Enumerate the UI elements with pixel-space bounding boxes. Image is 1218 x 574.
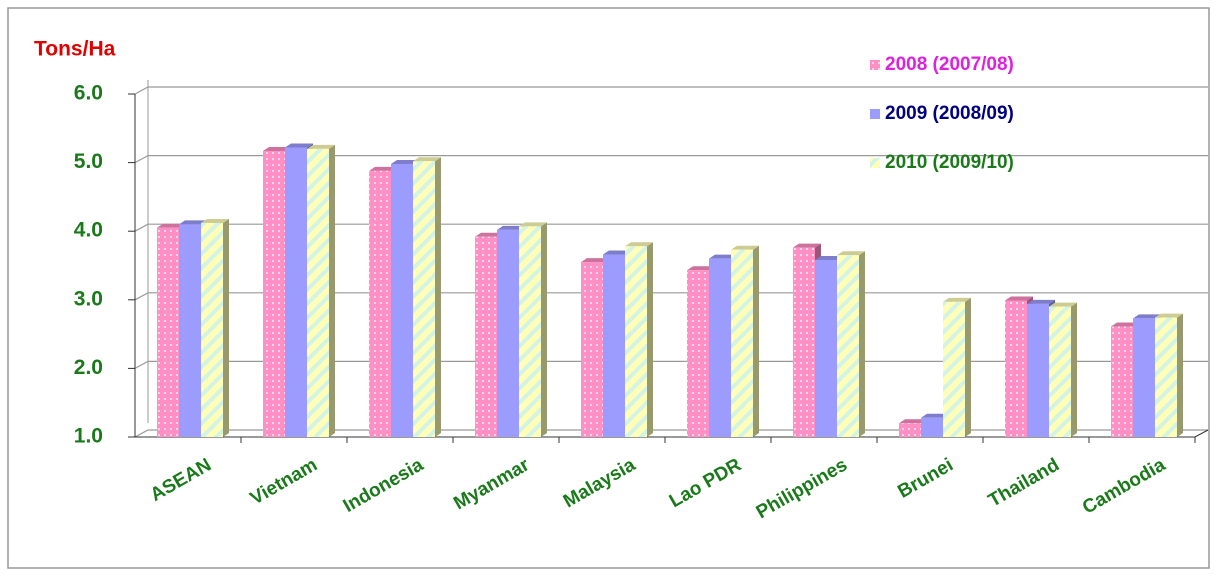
bar-pattern xyxy=(519,226,541,437)
bar-pattern xyxy=(581,262,603,437)
bar xyxy=(1133,318,1155,437)
bar-top xyxy=(391,159,419,164)
bar xyxy=(921,417,943,437)
bar-top xyxy=(201,218,229,223)
y-tick-label: 2.0 xyxy=(74,356,103,379)
bar-pattern xyxy=(1155,317,1177,437)
bar xyxy=(285,147,307,437)
bar-side xyxy=(753,245,759,437)
bar-pattern xyxy=(157,227,179,437)
bar-top xyxy=(731,245,759,250)
bar-pattern xyxy=(1049,306,1071,437)
y-tick-label: 1.0 xyxy=(74,425,103,448)
bar-top xyxy=(157,223,185,228)
bar-pattern xyxy=(625,246,647,437)
bar xyxy=(815,260,837,437)
bar-top xyxy=(709,254,737,259)
grid-line xyxy=(134,223,1208,232)
bar-top xyxy=(581,258,609,263)
bar-top xyxy=(369,166,397,171)
bar-top xyxy=(1027,299,1055,304)
bar xyxy=(179,224,201,437)
bar-top xyxy=(519,222,547,227)
bar-top xyxy=(307,144,335,149)
chart-title: Tons/Ha xyxy=(34,38,116,61)
bar-pattern xyxy=(201,222,223,437)
bar xyxy=(603,254,625,437)
bar-top xyxy=(413,157,441,162)
legend-label: 2010 (2009/10) xyxy=(885,152,1014,173)
bar-top xyxy=(263,146,291,151)
bar-pattern xyxy=(1111,326,1133,437)
bar-top xyxy=(1155,313,1183,318)
bar xyxy=(1027,303,1049,437)
bar-top xyxy=(921,413,949,418)
bar-pattern xyxy=(413,161,435,437)
bar-side xyxy=(435,157,441,437)
bar-pattern xyxy=(731,249,753,437)
bar-top xyxy=(815,256,843,261)
bar-top xyxy=(899,419,927,424)
bar xyxy=(709,258,731,437)
bar-side xyxy=(859,251,865,437)
bar-top xyxy=(1111,322,1139,327)
bar-top xyxy=(837,251,865,256)
bar-pattern xyxy=(475,236,497,437)
bar-pattern xyxy=(1005,300,1027,437)
bar-pattern xyxy=(837,255,859,437)
legend-key-pattern xyxy=(870,60,880,70)
bar-top xyxy=(1049,302,1077,307)
bar-pattern xyxy=(263,150,285,438)
grid-line xyxy=(134,86,1208,95)
y-tick-label: 5.0 xyxy=(74,150,103,173)
bar xyxy=(497,229,519,437)
bar-side xyxy=(1177,313,1183,437)
bar-pattern xyxy=(943,301,965,437)
bar-side xyxy=(329,144,335,437)
bar-top xyxy=(603,250,631,255)
bar xyxy=(391,163,413,438)
legend-key xyxy=(870,109,880,119)
bar-top xyxy=(179,220,207,225)
bar-top xyxy=(943,297,971,302)
bar-side xyxy=(1071,302,1077,437)
bar-side xyxy=(647,242,653,437)
bar-top xyxy=(475,232,503,237)
legend-label: 2008 (2007/08) xyxy=(885,54,1014,75)
bar-top xyxy=(1005,296,1033,301)
bar-side xyxy=(223,218,229,437)
bar-pattern xyxy=(687,270,709,437)
bar-top xyxy=(497,225,525,230)
y-tick-label: 4.0 xyxy=(74,219,103,242)
legend-label: 2009 (2008/09) xyxy=(885,103,1014,124)
bar-side xyxy=(965,297,971,437)
bar-top xyxy=(285,143,313,148)
bar-pattern xyxy=(369,170,391,437)
y-tick-label: 6.0 xyxy=(74,82,103,105)
bar-top xyxy=(793,243,821,248)
bar-pattern xyxy=(307,148,329,437)
grid-line xyxy=(134,155,1208,164)
y-tick-label: 3.0 xyxy=(74,287,103,310)
bar-pattern xyxy=(899,423,921,437)
bar-pattern xyxy=(793,247,815,437)
bar-top xyxy=(1133,314,1161,319)
bar-top xyxy=(687,266,715,271)
bar-side xyxy=(541,222,547,437)
legend-key-pattern xyxy=(870,158,880,168)
bar-top xyxy=(625,242,653,247)
